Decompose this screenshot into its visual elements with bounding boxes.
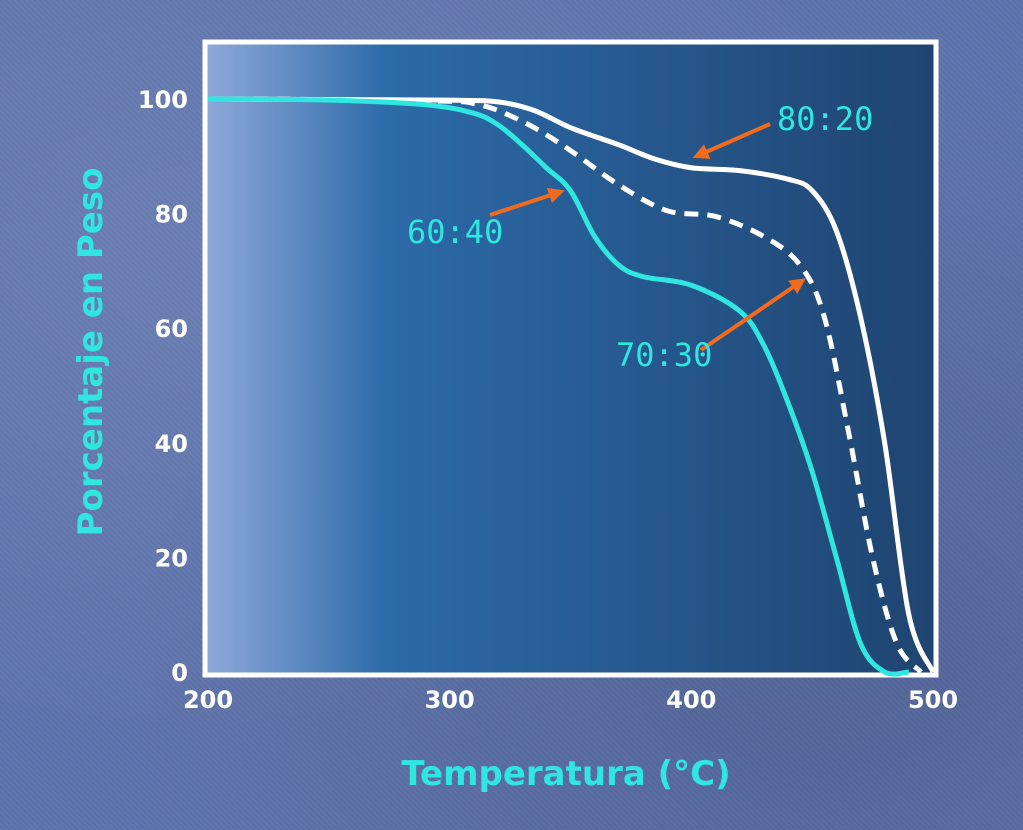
x-axis-title: Temperatura (°C) <box>401 754 730 794</box>
y-tick-label: 20 <box>155 544 188 572</box>
series-label-70-30: 70:30 <box>616 336 712 374</box>
x-tick-label: 300 <box>425 686 475 714</box>
y-tick-label: 80 <box>155 201 188 229</box>
y-tick-label: 100 <box>138 86 188 114</box>
arrow-80-20 <box>692 122 771 159</box>
x-tick-label: 400 <box>666 686 716 714</box>
arrow-70-30 <box>699 278 806 352</box>
x-tick-label: 200 <box>183 686 233 714</box>
series-label-80-20: 80:20 <box>777 100 873 138</box>
series-label-60-40: 60:40 <box>407 213 503 251</box>
plot-area <box>202 39 939 678</box>
arrow-60-40 <box>489 187 565 217</box>
series-line-80-20 <box>207 96 936 674</box>
series-line-60-40 <box>207 96 910 677</box>
y-tick-label: 0 <box>171 659 188 687</box>
x-tick-label: 500 <box>908 686 958 714</box>
y-tick-label: 40 <box>155 430 188 458</box>
tick-layer: 200 300 400 500 0 20 40 60 80 100 <box>138 86 958 714</box>
series-line-70-30 <box>207 96 923 674</box>
y-tick-label: 60 <box>155 315 188 343</box>
series-layer <box>207 96 936 677</box>
y-axis-title: Porcentaje en Peso <box>71 168 111 537</box>
